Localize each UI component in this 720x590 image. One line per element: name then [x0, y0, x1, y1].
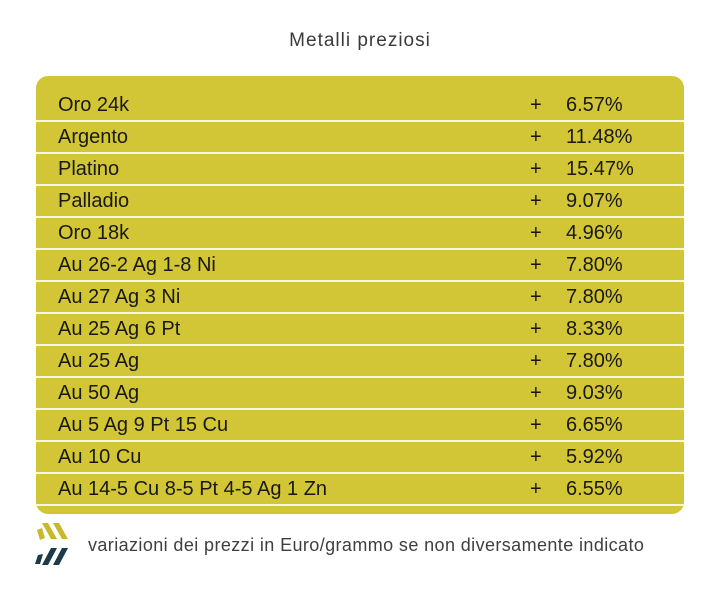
change-value: 7.80%: [566, 285, 623, 308]
metal-name: Au 27 Ag 3 Ni: [58, 285, 181, 308]
change-sign: +: [530, 221, 542, 244]
change-sign: +: [530, 125, 542, 148]
table-row: Au 26-2 Ag 1-8 Ni + 7.80%: [36, 250, 684, 282]
metal-table: Oro 24k + 6.57% Argento + 11.48% Platino…: [36, 76, 684, 514]
change-sign: +: [530, 317, 542, 340]
metal-name: Au 14-5 Cu 8-5 Pt 4-5 Ag 1 Zn: [58, 477, 328, 500]
metal-name: Au 50 Ag: [58, 381, 140, 404]
widget-title: Metalli preziosi: [289, 30, 431, 51]
table-row: Au 25 Ag 6 Pt + 8.33%: [36, 314, 684, 346]
change-sign: +: [530, 413, 542, 436]
metal-name: Platino: [58, 157, 120, 180]
double-chevron-logo-icon: [35, 523, 68, 565]
table-row: Au 5 Ag 9 Pt 15 Cu + 6.65%: [36, 410, 684, 442]
change-sign: +: [530, 189, 542, 212]
change-sign: +: [530, 157, 542, 180]
metal-name: Argento: [58, 125, 129, 148]
table-row: Au 25 Ag + 7.80%: [36, 346, 684, 378]
table-row: Oro 24k + 6.57%: [36, 90, 684, 122]
change-value: 9.03%: [566, 381, 623, 404]
change-value: 6.55%: [566, 477, 623, 500]
change-value: 11.48%: [566, 125, 633, 148]
table-row: Au 10 Cu + 5.92%: [36, 442, 684, 474]
change-value: 6.65%: [566, 413, 623, 436]
change-value: 9.07%: [566, 189, 623, 212]
metal-name: Au 25 Ag 6 Pt: [58, 317, 181, 340]
change-value: 5.92%: [566, 445, 623, 468]
metal-name: Oro 24k: [58, 93, 130, 116]
footnote-text: variazioni dei prezzi in Euro/grammo se …: [88, 534, 645, 555]
metal-name: Palladio: [58, 189, 130, 212]
table-row: Au 14-5 Cu 8-5 Pt 4-5 Ag 1 Zn + 6.55%: [36, 474, 684, 506]
metal-name: Oro 18k: [58, 221, 130, 244]
metal-name: Au 5 Ag 9 Pt 15 Cu: [58, 413, 229, 436]
change-sign: +: [530, 445, 542, 468]
change-sign: +: [530, 285, 542, 308]
change-value: 4.96%: [566, 221, 623, 244]
change-sign: +: [530, 477, 542, 500]
metal-name: Au 26-2 Ag 1-8 Ni: [58, 253, 216, 276]
change-value: 7.80%: [566, 253, 623, 276]
table-row: Au 50 Ag + 9.03%: [36, 378, 684, 410]
table-row: Argento + 11.48%: [36, 122, 684, 154]
table-row: Oro 18k + 4.96%: [36, 218, 684, 250]
change-value: 8.33%: [566, 317, 623, 340]
change-sign: +: [530, 349, 542, 372]
change-value: 6.57%: [566, 93, 623, 116]
footnote-bar: variazioni dei prezzi in Euro/grammo se …: [35, 523, 720, 567]
table-row: Au 27 Ag 3 Ni + 7.80%: [36, 282, 684, 314]
change-value: 7.80%: [566, 349, 623, 372]
metal-name: Au 25 Ag: [58, 349, 140, 372]
change-sign: +: [530, 253, 542, 276]
change-sign: +: [530, 381, 542, 404]
table-row: Platino + 15.47%: [36, 154, 684, 186]
change-sign: +: [530, 93, 542, 116]
metal-name: Au 10 Cu: [58, 445, 142, 468]
table-row: Palladio + 9.07%: [36, 186, 684, 218]
change-value: 15.47%: [566, 157, 634, 180]
